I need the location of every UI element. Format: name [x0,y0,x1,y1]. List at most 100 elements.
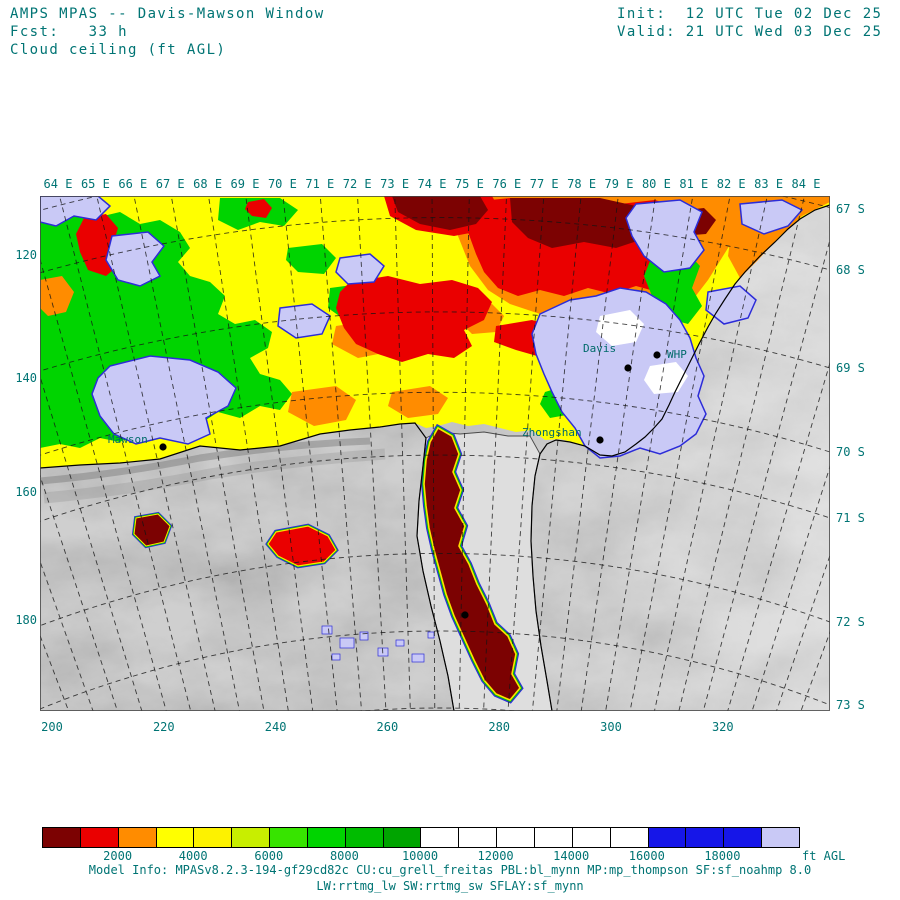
meridian-line [40,559,94,711]
meridian-line [751,465,830,711]
right-axis-label: 71 S [836,511,865,525]
colorbar-cell [345,828,384,847]
bottom-axis-label: 260 [376,720,399,734]
top-axis-label: 68 E [193,177,223,191]
bottom-axis-label: 200 [41,720,63,734]
top-axis-label: 74 E [417,177,447,191]
right-axis-label: 67 S [836,202,865,216]
colorbar-tick-label: 14000 [553,849,590,863]
right-axis-label: 73 S [836,698,865,712]
top-axis-label: 84 E [791,177,821,191]
colorbar-cell [118,828,157,847]
cloud-region-lavender [40,196,112,227]
cloud-region-red [336,276,492,362]
cloud-region-dark-red [392,196,488,230]
top-axis-label: 64 E [43,177,73,191]
colorbar-cell [194,828,233,847]
colorbar [42,827,800,848]
map-frame [40,196,830,711]
meridian-line [702,238,830,711]
colorbar-cell [648,828,687,847]
model-info-line1: Model Info: MPASv8.2.3-194-gf29cd82c CU:… [88,863,812,877]
top-axis-label: 70 E [267,177,297,191]
top-axis-label: 80 E [641,177,671,191]
amery-low-ceiling [420,423,524,704]
meridian-line [531,196,582,711]
station-dot [596,436,604,444]
colorbar-cell [572,828,611,847]
left-axis-label: 160 [15,485,37,499]
cloud-region-lavender [91,355,237,445]
top-axis-label: 77 E [529,177,559,191]
bottom-axis-label: 300 [600,720,622,734]
top-axis-label: 79 E [604,177,634,191]
parallel-line [40,217,830,274]
meridian-line [678,196,805,711]
bottom-axis-label: 280 [488,720,511,734]
station-dot [653,351,661,359]
top-axis-label: 69 E [230,177,260,191]
cloud-region-dark-red [423,426,521,701]
meridian-line [282,196,338,711]
colorbar-tick-label: 18000 [704,849,741,863]
meridian-line [727,361,830,711]
colorbar-cell [459,828,498,847]
parallel-line [40,553,830,627]
colorbar-tick-label: 10000 [401,849,439,863]
top-axis-label: 72 E [342,177,372,191]
graticule [40,196,830,711]
colorbar-tick-label: 12000 [477,849,514,863]
meridian-line [40,374,143,711]
meridian-line [133,196,240,711]
top-axis-label: 78 E [567,177,597,191]
model-info-line2: LW:rrtmg_lw SW:rrtmg_sw SFLAY:sf_mynn [316,879,584,893]
top-axis-label: 65 E [80,177,110,191]
bottom-axis-label: 220 [152,720,175,734]
cloud-region-lavender [705,285,757,325]
colorbar-tick-label: 6000 [254,849,284,863]
top-axis-label: 73 E [380,177,410,191]
cloud-region-white [644,362,688,394]
colorbar-cell [724,828,763,847]
station-label: Davis [583,342,616,355]
coastline [40,204,830,711]
meridian-line [431,196,436,711]
meridian-line [654,196,768,711]
coastal-slope-shading [43,448,386,504]
cloud-region-lavender-group [40,196,804,459]
top-axis-label: 81 E [679,177,709,191]
meridian-line [556,196,619,711]
colorbar-cell [383,828,422,847]
meridian-line [245,196,314,711]
bottom-axis-label: 320 [711,720,734,734]
coastal-slope-shading [40,437,371,485]
top-axis-label: 66 E [118,177,148,191]
station-dot [461,611,469,619]
right-axis-label: 70 S [836,445,865,459]
colorbar-cell [307,828,346,847]
top-axis-label: 76 E [492,177,522,191]
colorbar-cell [686,828,725,847]
right-axis-label: 72 S [836,615,865,629]
bottom-axis-label: 240 [264,720,287,734]
station-label: Mawson [108,433,148,446]
cloud-region-red [245,199,272,218]
colorbar-tick-label: 8000 [329,849,359,863]
colorbar-cell [43,828,81,847]
top-axis-label: 67 E [155,177,185,191]
cloud-region-lavender [531,287,707,459]
top-axis-label: 75 E [454,177,484,191]
forecast-hour: Fcst: 33 h [10,24,128,40]
colorbar-tick-label: 4000 [178,849,208,863]
colorbar-tick-label: 16000 [628,849,665,863]
left-axis-label: 180 [15,613,37,627]
colorbar-cell [762,828,799,847]
colorbar-cell [534,828,573,847]
parallel-line [40,392,830,456]
colorbar-tick-label: 2000 [103,849,133,863]
top-axis-label: 71 E [305,177,335,191]
meridian-line [507,196,545,711]
cloud-region-white [596,310,644,346]
meridian-line [96,196,216,711]
